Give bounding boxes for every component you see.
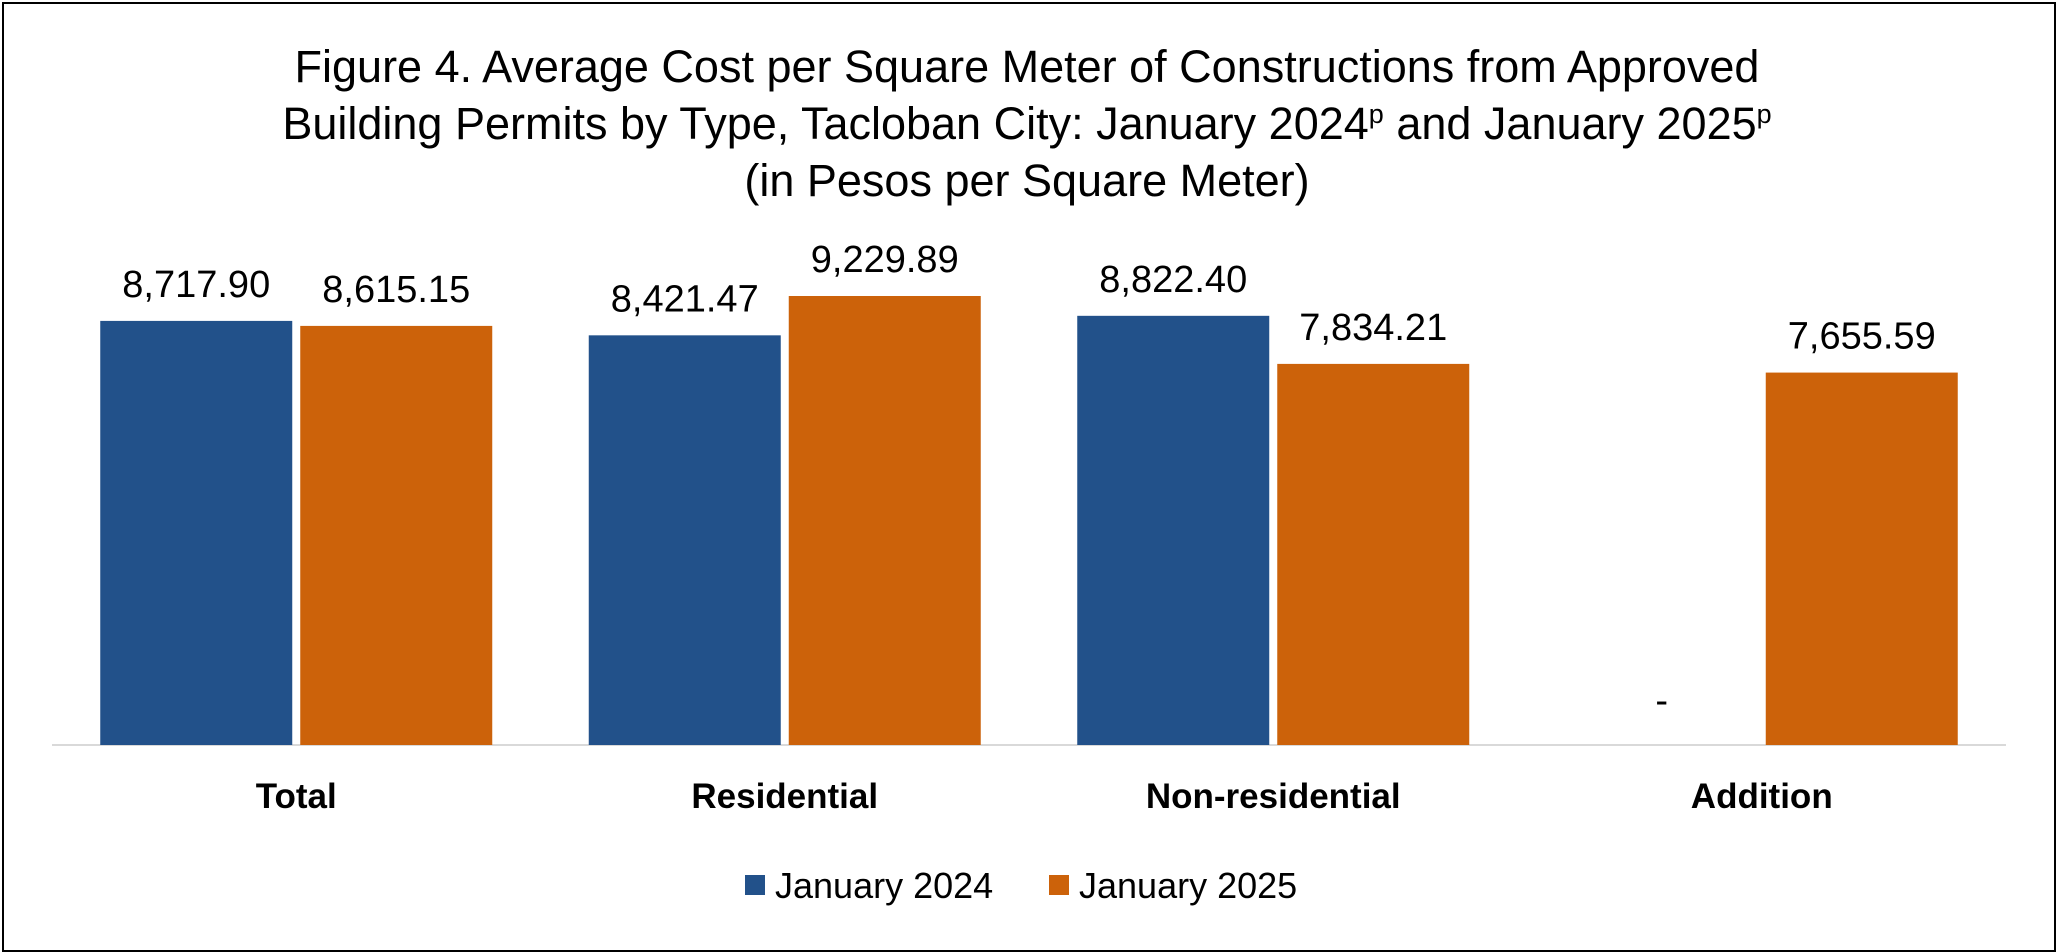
data-label-total-january-2025: 8,615.15 — [322, 269, 470, 311]
data-label-addition-january-2025: 7,655.59 — [1788, 316, 1936, 358]
chart-title-line-2: Building Permits by Type, Tacloban City:… — [282, 98, 1772, 149]
bar-addition-january-2025 — [1765, 372, 1958, 745]
chart-title-line-1: Figure 4. Average Cost per Square Meter … — [294, 41, 1760, 92]
chart-title-line-3: (in Pesos per Square Meter) — [744, 155, 1310, 206]
chart-title: Figure 4. Average Cost per Square Meter … — [0, 38, 2054, 209]
data-label-residential-january-2024: 8,421.47 — [611, 278, 759, 320]
category-label-non-residential: Non-residential — [1146, 777, 1401, 816]
bar-residential-january-2025 — [788, 296, 981, 745]
data-label-non-residential-january-2025: 7,834.21 — [1299, 307, 1447, 349]
category-label-addition: Addition — [1691, 777, 1833, 816]
bar-total-january-2024 — [100, 320, 293, 745]
legend-swatch-january-2024 — [745, 875, 765, 895]
legend-label-january-2025: January 2025 — [1079, 865, 1297, 906]
category-label-total: Total — [256, 777, 337, 816]
bar-non-residential-january-2024 — [1077, 315, 1270, 745]
data-label-non-residential-january-2024: 8,822.40 — [1099, 259, 1247, 301]
data-label-addition-january-2024: - — [1655, 680, 1668, 722]
bar-total-january-2025 — [300, 325, 493, 745]
bar-residential-january-2024 — [588, 335, 781, 745]
bar-non-residential-january-2025 — [1277, 363, 1470, 745]
category-label-residential: Residential — [691, 777, 878, 816]
legend-swatch-january-2025 — [1049, 875, 1069, 895]
legend-label-january-2024: January 2024 — [775, 865, 993, 906]
data-label-residential-january-2025: 9,229.89 — [811, 239, 959, 281]
data-label-total-january-2024: 8,717.90 — [122, 264, 270, 306]
